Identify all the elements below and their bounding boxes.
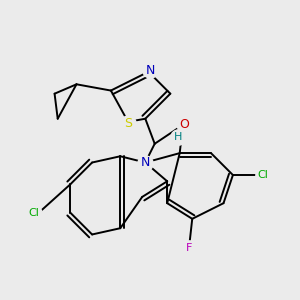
Text: Cl: Cl (29, 208, 40, 218)
Text: F: F (186, 243, 192, 253)
Text: Cl: Cl (257, 170, 268, 180)
Text: N: N (141, 156, 150, 169)
Text: N: N (145, 64, 155, 77)
Text: H: H (174, 133, 182, 142)
Text: S: S (124, 117, 132, 130)
Text: O: O (179, 118, 189, 131)
